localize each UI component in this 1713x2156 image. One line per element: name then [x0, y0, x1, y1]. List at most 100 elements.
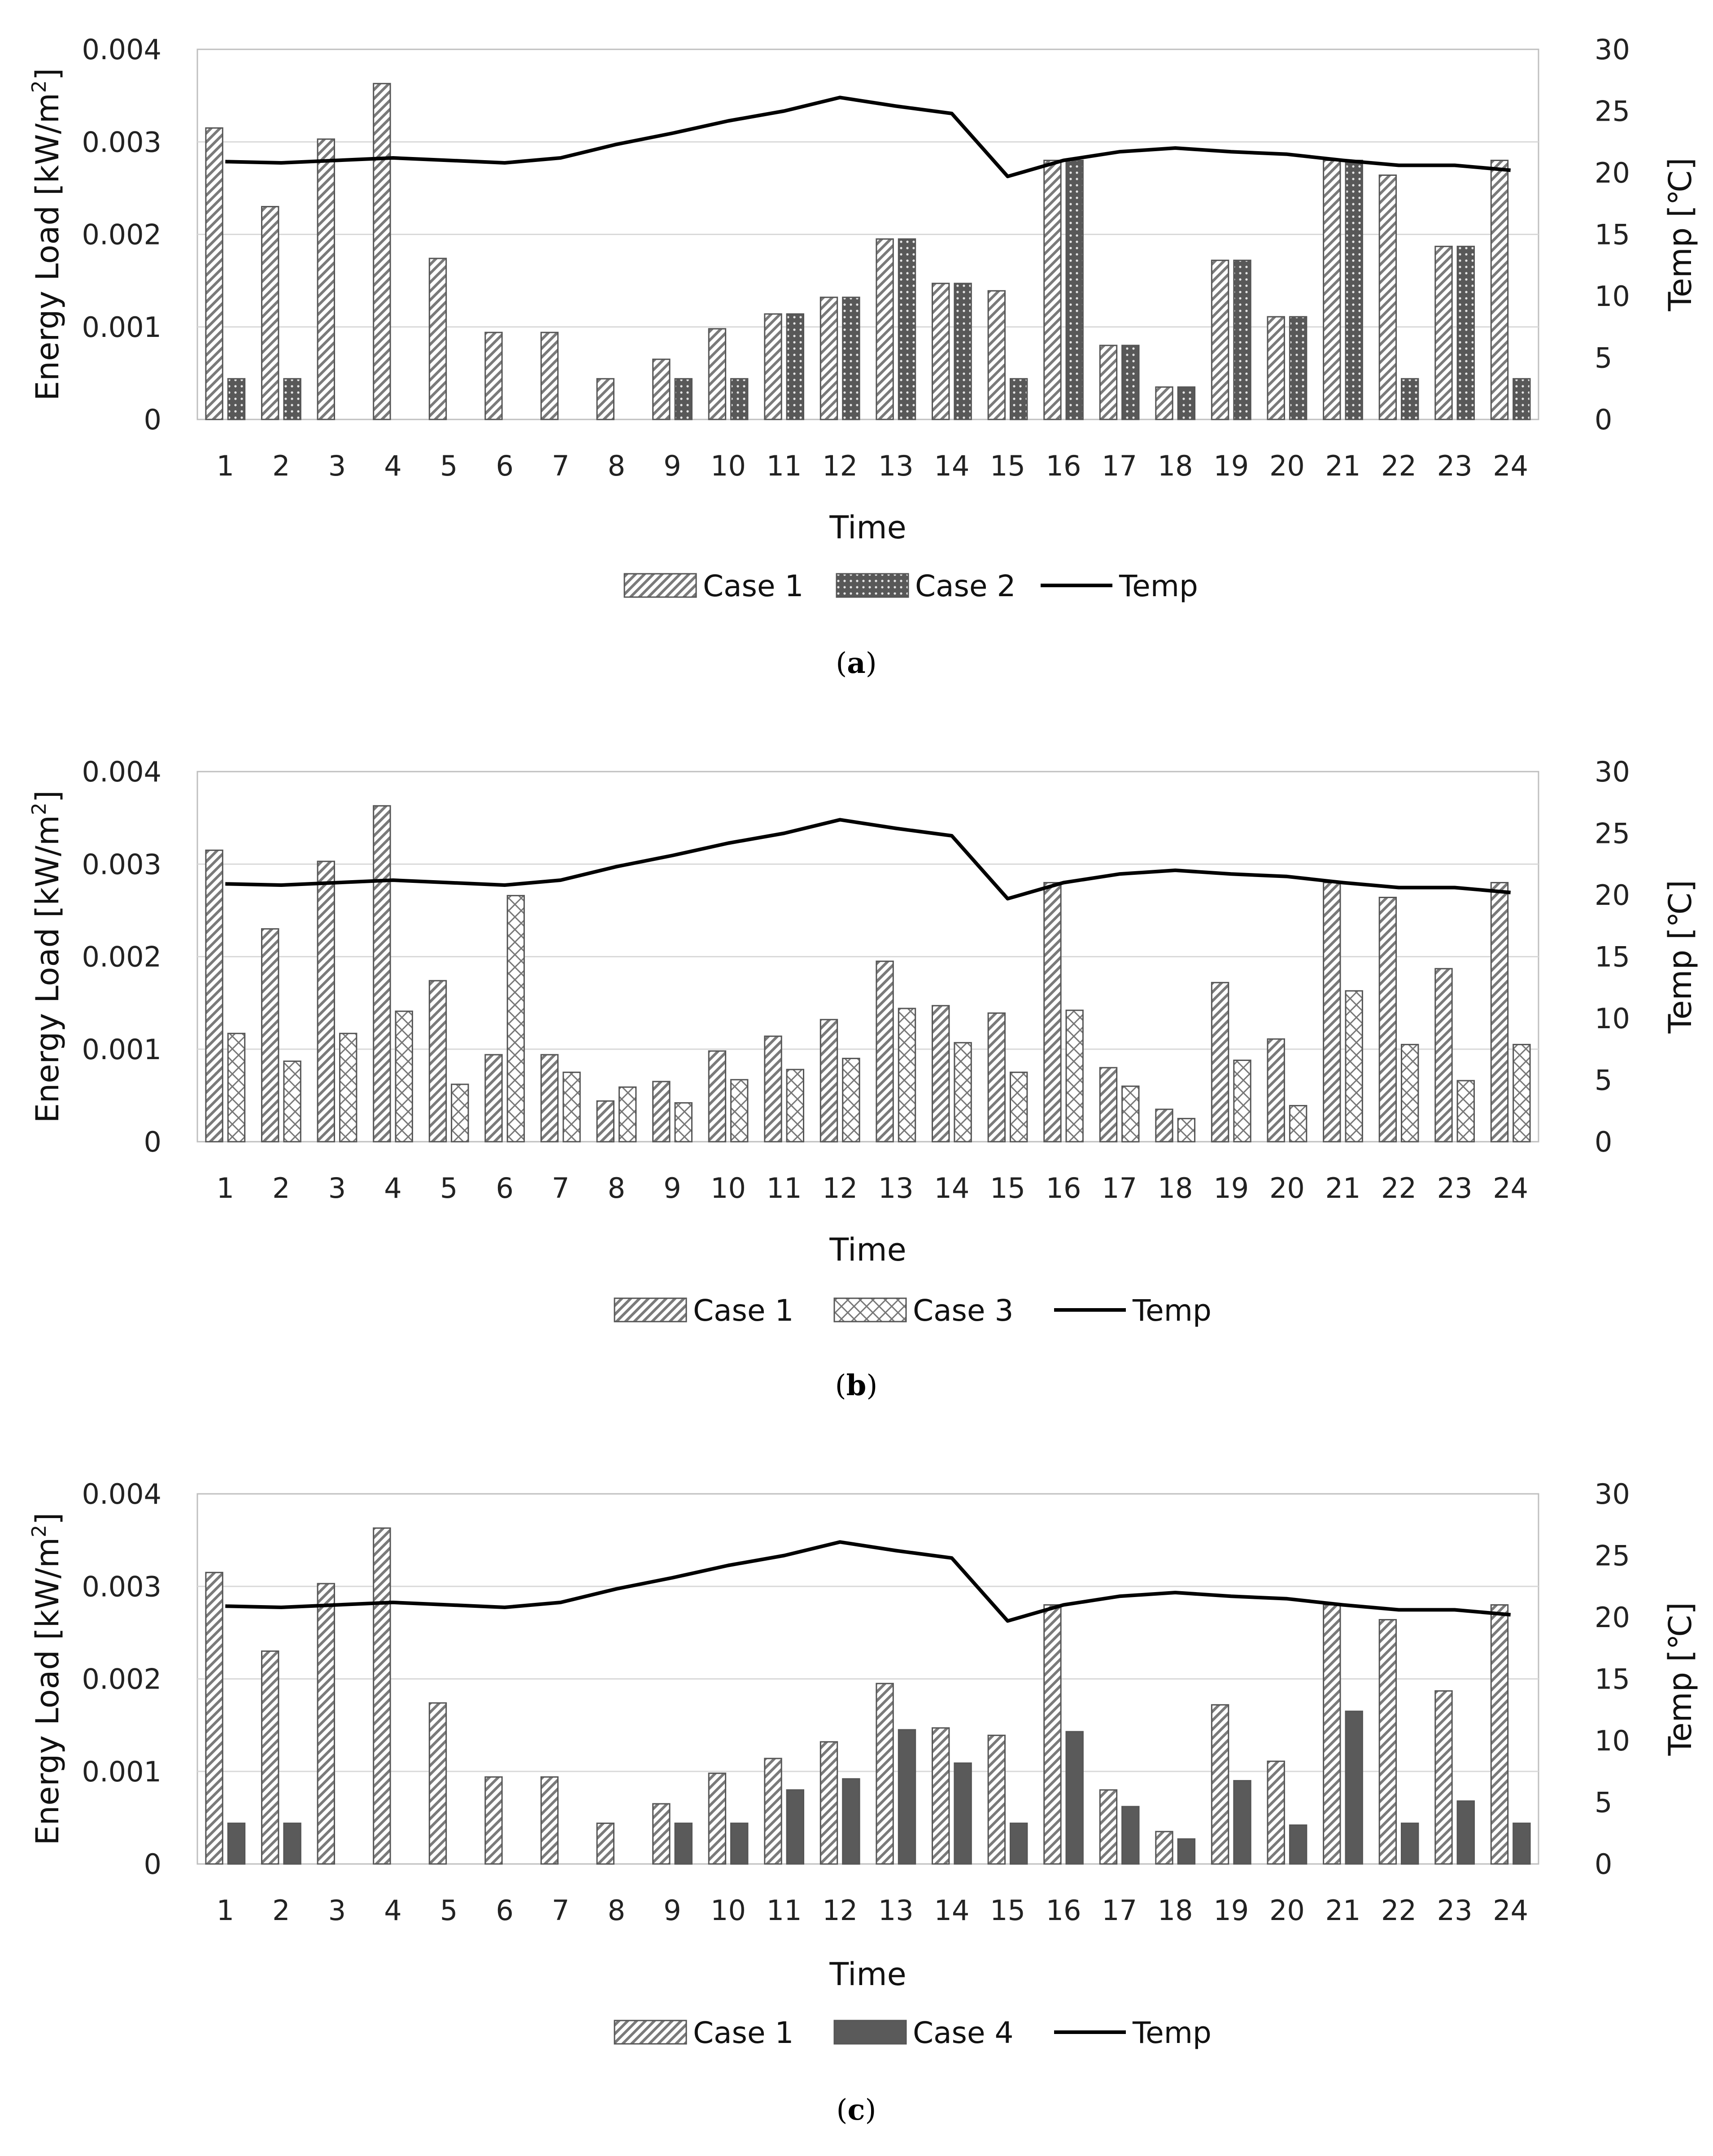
bar-case-1 — [652, 1081, 671, 1143]
y-tick-label: 0.001 — [82, 311, 162, 344]
x-tick-label: 4 — [384, 1172, 401, 1205]
x-tick-label: 18 — [1158, 450, 1193, 482]
x-tick-label: 17 — [1102, 450, 1137, 482]
bar-case-2 — [1289, 316, 1308, 420]
legend-label: Case 4 — [913, 2016, 1014, 2050]
bar-case-3 — [227, 1033, 246, 1143]
x-tick-label: 8 — [608, 1172, 625, 1205]
x-axis-title: Time — [829, 509, 906, 546]
temp-line — [225, 96, 1511, 179]
x-tick-label: 11 — [767, 450, 802, 482]
y-tick-label: 0.002 — [82, 1663, 162, 1696]
legend: Case 1 Case 3 Temp — [614, 1293, 1212, 1328]
bar-case-4 — [954, 1762, 972, 1865]
bar-case-1 — [373, 83, 391, 420]
bar-case-4 — [1401, 1822, 1419, 1865]
x-tick-label: 20 — [1269, 450, 1305, 482]
bar-case-2 — [842, 297, 860, 420]
x-tick-label: 21 — [1325, 1172, 1361, 1205]
y2-tick-label: 5 — [1595, 342, 1612, 375]
legend-label: Temp — [1132, 1293, 1212, 1328]
bar-case-1 — [876, 238, 894, 420]
bar-case-1 — [764, 313, 782, 420]
bar-case-2 — [674, 378, 693, 420]
bar-case-2 — [898, 238, 916, 420]
x-tick-label: 2 — [272, 1894, 290, 1927]
x-tick-label: 13 — [878, 450, 914, 482]
x-tick-label: 19 — [1213, 450, 1249, 482]
x-tick-label: 18 — [1158, 1894, 1193, 1927]
x-tick-label: 16 — [1046, 1172, 1081, 1205]
bar-case-1 — [1490, 882, 1509, 1143]
bar-case-3 — [1401, 1043, 1419, 1143]
y2-tick-label: 20 — [1595, 879, 1630, 912]
x-tick-label: 4 — [384, 450, 401, 482]
y-axis-title: Energy Load [kW/m2] — [28, 1513, 66, 1846]
bar-case-3 — [898, 1008, 916, 1143]
legend: Case 1 Case 4 Temp — [614, 2016, 1212, 2050]
bar-case-1 — [932, 1005, 950, 1143]
x-tick-label: 4 — [384, 1894, 401, 1927]
bar-case-1 — [819, 1741, 838, 1865]
bar-case-2 — [1065, 160, 1084, 420]
bar-case-4 — [1010, 1822, 1028, 1865]
bar-case-1 — [987, 1012, 1006, 1143]
x-tick-label: 14 — [934, 450, 969, 482]
bar-case-1 — [1099, 1789, 1118, 1865]
y2-tick-label: 15 — [1595, 941, 1630, 973]
bar-case-2 — [1456, 245, 1475, 420]
bar-case-4 — [786, 1789, 804, 1865]
bar-case-1 — [1267, 316, 1285, 420]
y-tick-label: 0.003 — [82, 848, 162, 881]
x-tick-label: 24 — [1493, 1172, 1528, 1205]
bar-case-1 — [540, 1054, 559, 1143]
legend-label: Case 1 — [693, 2016, 794, 2050]
bar-case-1 — [764, 1758, 782, 1865]
y2-tick-label: 5 — [1595, 1786, 1612, 1819]
bar-case-1 — [317, 138, 335, 420]
bar-case-4 — [674, 1822, 693, 1865]
y-axis-title: Energy Load [kW/m2] — [28, 68, 66, 401]
x-tick-label: 22 — [1381, 450, 1417, 482]
x-tick-label: 6 — [496, 1172, 513, 1205]
x-tick-label: 3 — [328, 1172, 346, 1205]
bar-case-1 — [819, 1019, 838, 1143]
bar-case-1 — [1099, 1067, 1118, 1143]
y2-tick-label: 15 — [1595, 218, 1630, 251]
bar-case-1 — [1267, 1760, 1285, 1865]
bar-case-1 — [1099, 345, 1118, 420]
x-tick-label: 8 — [608, 1894, 625, 1927]
x-tick-label: 18 — [1158, 1172, 1193, 1205]
bar-case-1 — [987, 290, 1006, 420]
bar-case-1 — [1378, 1619, 1397, 1865]
x-tick-label: 6 — [496, 450, 513, 482]
y-tick-label: 0.001 — [82, 1755, 162, 1788]
bar-case-3 — [674, 1102, 693, 1143]
y-tick-label: 0.003 — [82, 1570, 162, 1603]
x-tick-label: 7 — [552, 1894, 569, 1927]
bar-case-3 — [1345, 990, 1363, 1143]
x-tick-label: 24 — [1493, 1894, 1528, 1927]
x-tick-label: 12 — [822, 1172, 858, 1205]
legend-label: Case 2 — [915, 569, 1016, 603]
bar-case-1 — [261, 928, 279, 1143]
bar-case-2 — [283, 378, 301, 420]
bar-case-1 — [708, 1772, 727, 1865]
x-tick-label: 3 — [328, 450, 346, 482]
bar-case-1 — [987, 1734, 1006, 1865]
bar-case-1 — [1211, 1704, 1229, 1865]
bar-case-1 — [540, 332, 559, 420]
legend-label: Temp — [1119, 569, 1198, 603]
x-tick-label: 8 — [608, 450, 625, 482]
bar-case-4 — [1456, 1800, 1475, 1865]
bar-case-1 — [317, 860, 335, 1143]
bar-case-1 — [1043, 882, 1062, 1143]
bar-case-3 — [339, 1033, 357, 1143]
bar-case-2 — [1345, 160, 1363, 420]
bar-case-4 — [1512, 1822, 1531, 1865]
bar-case-1 — [764, 1035, 782, 1143]
bar-case-1 — [1490, 160, 1509, 420]
y-tick-label: 0.004 — [82, 755, 162, 788]
